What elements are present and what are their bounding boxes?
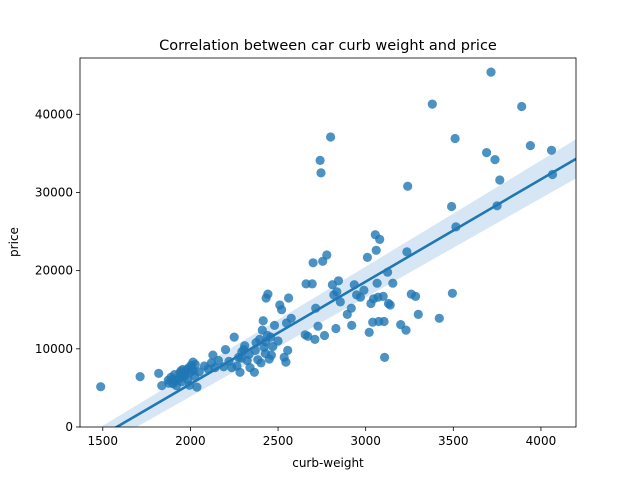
data-point: [332, 287, 342, 297]
data-point: [157, 381, 167, 391]
data-point: [372, 278, 382, 288]
y-tick-label: 10000: [35, 342, 73, 356]
data-point: [269, 320, 280, 330]
data-point: [277, 305, 287, 315]
data-point: [135, 372, 145, 382]
chart-title: Correlation between car curb weight and …: [159, 38, 497, 54]
data-point: [263, 289, 273, 299]
data-point: [316, 168, 326, 178]
data-point: [266, 350, 276, 360]
data-point: [517, 101, 527, 112]
data-point: [326, 132, 336, 142]
data-point: [450, 133, 460, 144]
data-point: [307, 279, 317, 289]
data-point: [335, 297, 345, 307]
confidence-band-area: [100, 139, 576, 427]
data-point: [379, 316, 389, 327]
data-point: [346, 303, 356, 313]
data-point: [375, 234, 385, 244]
data-point: [319, 330, 330, 341]
data-point: [286, 313, 296, 323]
y-axis-ticks: 0 10000 20000 30000 40000: [35, 107, 80, 434]
data-point: [486, 67, 496, 77]
data-point: [427, 99, 437, 109]
data-point: [371, 245, 381, 255]
data-point: [313, 321, 323, 331]
data-point: [525, 141, 536, 151]
x-tick-label: 4000: [526, 434, 557, 448]
data-point: [315, 155, 325, 165]
x-axis-label: curb-weight: [292, 456, 364, 470]
data-point: [364, 327, 374, 337]
y-axis-label: price: [7, 227, 21, 257]
data-point: [401, 325, 411, 335]
x-tick-label: 2500: [263, 434, 294, 448]
data-point: [482, 148, 492, 158]
data-point: [413, 309, 423, 319]
data-point: [240, 341, 250, 351]
data-point: [256, 358, 266, 368]
data-point: [303, 331, 313, 341]
data-point: [258, 316, 268, 326]
plot-area-frame: [79, 57, 577, 428]
data-point: [380, 352, 390, 362]
data-point: [490, 155, 500, 165]
data-point: [283, 345, 293, 355]
x-tick-label: 1500: [88, 434, 119, 448]
confidence-band: [100, 139, 576, 427]
data-point: [385, 300, 395, 310]
y-tick-label: 0: [65, 420, 73, 434]
data-point: [403, 181, 413, 191]
data-point: [154, 368, 164, 378]
data-point: [192, 382, 202, 392]
data-point: [495, 175, 505, 185]
data-point: [322, 250, 332, 260]
data-point: [378, 291, 388, 301]
data-point: [310, 334, 320, 344]
y-tick-label: 40000: [35, 107, 73, 121]
data-point: [333, 276, 344, 286]
data-point: [96, 382, 106, 392]
data-point: [229, 332, 239, 342]
data-point: [447, 288, 457, 298]
data-point: [359, 285, 369, 295]
x-tick-label: 3500: [438, 434, 469, 448]
data-point: [447, 201, 457, 212]
y-tick-label: 20000: [35, 264, 73, 278]
data-point: [355, 292, 365, 302]
data-point: [213, 355, 224, 366]
data-point: [434, 313, 444, 323]
data-point: [194, 367, 204, 377]
data-point: [273, 336, 283, 346]
y-tick-label: 30000: [35, 185, 73, 199]
data-point: [284, 293, 294, 303]
data-point: [411, 291, 421, 301]
data-point: [220, 345, 231, 355]
data-point: [388, 278, 398, 288]
data-point: [546, 145, 557, 155]
x-tick-label: 3000: [350, 434, 381, 448]
data-point: [281, 357, 291, 367]
data-point: [235, 367, 245, 377]
x-tick-label: 2000: [175, 434, 206, 448]
data-point: [331, 323, 341, 334]
regression-line-group: [114, 157, 576, 427]
data-point: [249, 367, 259, 377]
regression-line: [114, 157, 576, 427]
data-point: [362, 252, 372, 262]
data-point: [190, 359, 200, 370]
data-point: [308, 258, 318, 268]
x-axis-ticks: 1500 2000 2500 3000 3500 4000: [88, 427, 557, 448]
data-point: [347, 320, 357, 330]
data-point: [402, 247, 412, 257]
